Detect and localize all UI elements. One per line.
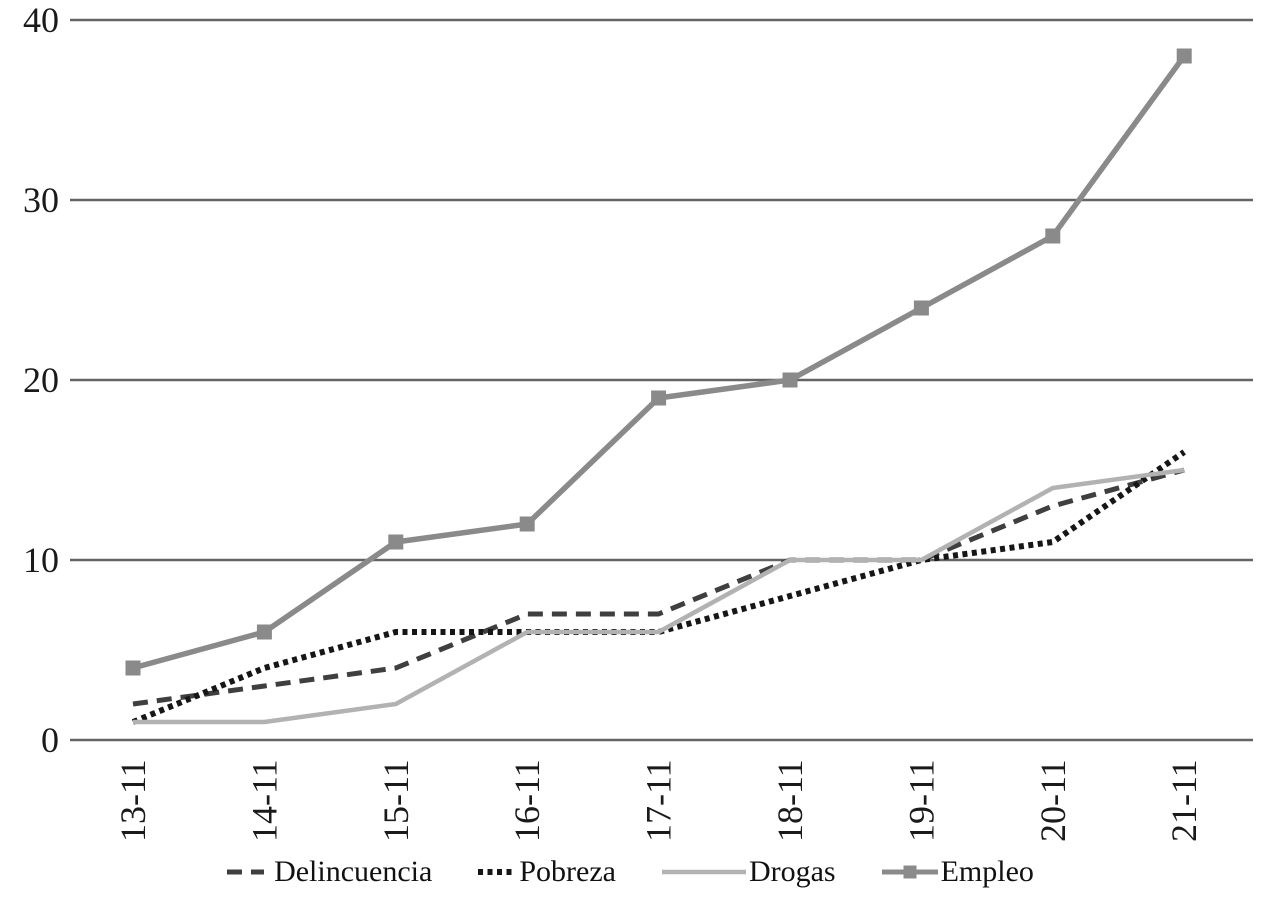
series-marker-empleo: [1045, 228, 1061, 244]
series-marker-empleo: [651, 390, 667, 406]
legend-dashed-line-icon: [227, 869, 265, 875]
legend-square-marker-line-icon: [881, 865, 938, 879]
x-tick-label: 15-11: [376, 759, 416, 842]
series-line-delincuencia: [132, 467, 1185, 707]
y-tick-label: 0: [41, 720, 59, 760]
series-line-pobreza: [131, 449, 1186, 725]
series-marker-empleo: [1176, 48, 1192, 64]
legend-label-empleo: Empleo: [940, 855, 1034, 888]
series-marker-empleo: [388, 534, 404, 550]
x-tick-label: 19-11: [901, 759, 941, 842]
legend-label-drogas: Drogas: [748, 855, 836, 888]
y-tick-label: 30: [23, 180, 59, 220]
legend-solid-line-icon: [661, 869, 746, 875]
legend-label-pobreza: Pobreza: [519, 855, 616, 888]
x-tick-label: 16-11: [507, 759, 547, 842]
legend-item-delincuencia: Delincuencia: [227, 855, 432, 889]
series-line-drogas: [133, 467, 1185, 725]
series-marker-empleo: [519, 516, 535, 532]
legend-item-drogas: Drogas: [661, 855, 836, 889]
series-marker-empleo: [913, 300, 929, 316]
x-tick-label: 14-11: [244, 759, 284, 842]
y-tick-label: 20: [23, 360, 59, 400]
legend-label-delincuencia: Delincuencia: [274, 855, 433, 888]
y-tick-label: 40: [23, 0, 59, 40]
x-tick-label: 18-11: [770, 759, 810, 842]
legend-item-pobreza: Pobreza: [478, 855, 616, 889]
series-marker-empleo: [256, 624, 272, 640]
x-tick-label: 13-11: [113, 759, 153, 842]
series-line-empleo: [132, 54, 1187, 671]
x-tick-label: 20-11: [1033, 759, 1073, 842]
series-marker-empleo: [125, 660, 141, 676]
x-tick-label: 21-11: [1164, 759, 1204, 842]
x-tick-label: 17-11: [639, 759, 679, 842]
legend-dotted-line-icon: [478, 869, 517, 875]
y-tick-label: 10: [23, 540, 59, 580]
legend-item-empleo: Empleo: [881, 855, 1034, 889]
series-marker-empleo: [782, 372, 798, 388]
legend: Delincuencia Pobreza Drogas Empleo: [0, 846, 1261, 898]
